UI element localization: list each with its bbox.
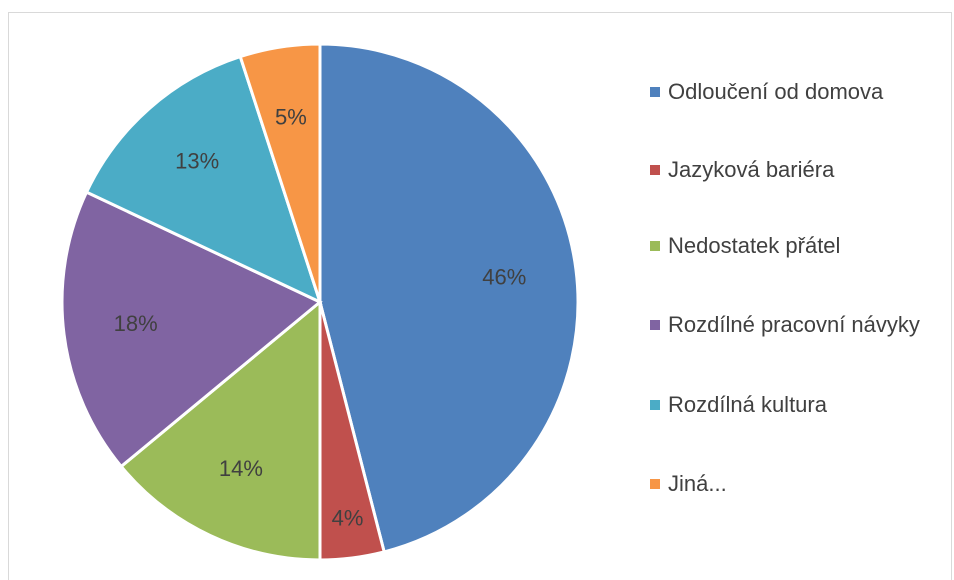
legend-item: Jazyková bariéra: [650, 156, 950, 184]
legend-item: Odloučení od domova: [650, 78, 950, 106]
legend-item: Rozdílné pracovní návyky: [650, 311, 950, 339]
legend-label: Jiná...: [668, 471, 727, 496]
legend-label: Odloučení od domova: [668, 79, 884, 104]
legend-swatch: [650, 87, 660, 97]
pie-slice: [119, 298, 322, 562]
legend-label: Rozdílná kultura: [668, 392, 827, 417]
pie-slice: [84, 54, 323, 305]
legend-swatch: [650, 400, 660, 410]
legend-swatch: [650, 479, 660, 489]
legend-label: Rozdílné pracovní návyky: [668, 312, 920, 337]
pie-slice: [318, 42, 580, 554]
legend-swatch: [650, 241, 660, 251]
data-label: 5%: [275, 104, 307, 129]
legend-swatch: [650, 165, 660, 175]
data-label: 14%: [219, 456, 263, 481]
legend-item: Jiná...: [650, 470, 950, 498]
legend-label: Nedostatek přátel: [668, 233, 841, 258]
data-label: 46%: [482, 265, 526, 290]
legend-item: Rozdílná kultura: [650, 391, 950, 419]
pie-slice: [238, 42, 322, 303]
legend-label: Jazyková bariéra: [668, 157, 835, 182]
legend-swatch: [650, 320, 660, 330]
data-label: 4%: [332, 505, 364, 530]
chart-frame: [8, 12, 952, 580]
legend-item: Nedostatek přátel: [650, 232, 950, 260]
data-label: 13%: [175, 148, 219, 173]
data-label: 18%: [114, 311, 158, 336]
pie-slice: [60, 190, 323, 469]
